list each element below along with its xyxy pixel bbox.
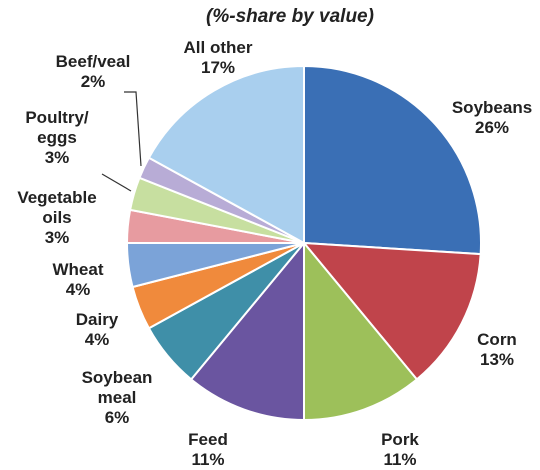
slice-label: Beef/veal 2% [38, 52, 148, 92]
chart-subtitle: (%-share by value) [206, 6, 374, 27]
value-label: 11% [383, 450, 417, 469]
slice-label: All other 17% [163, 38, 273, 78]
value-label: 11% [191, 450, 225, 469]
value-label: 6% [104, 408, 130, 427]
leader-line [101, 173, 132, 192]
slice-label: Pork 11% [345, 430, 455, 470]
slice [301, 241, 482, 381]
category-label: Dairy [75, 310, 119, 329]
category-label: Vegetable oils [17, 188, 97, 227]
slice-label: Soybeans 26% [437, 98, 540, 138]
leader-line [124, 91, 142, 167]
slices [125, 64, 482, 422]
slice-label: Corn 13% [442, 330, 540, 370]
value-label: 17% [200, 58, 236, 77]
category-label: Corn [477, 330, 517, 349]
slice-label: Feed 11% [153, 430, 263, 470]
category-label: Wheat [52, 260, 104, 279]
slice-label: Vegetable oils 3% [12, 188, 102, 248]
value-label: 4% [84, 330, 110, 349]
value-label: 4% [65, 280, 91, 299]
slice-label: Soybean meal 6% [77, 368, 157, 428]
category-label: Feed [188, 430, 228, 449]
slice [189, 240, 305, 422]
slice [147, 64, 305, 245]
category-label: Beef/veal [55, 52, 131, 71]
category-label: Poultry/ eggs [25, 108, 89, 147]
category-label: Pork [381, 430, 419, 449]
slice [303, 64, 482, 256]
value-label: 26% [474, 118, 510, 137]
slice-label: Poultry/ eggs 3% [12, 108, 102, 168]
category-label: Soybean meal [81, 368, 153, 407]
category-label: All other [183, 38, 253, 57]
slice-label: Wheat 4% [23, 260, 133, 300]
value-label: 2% [80, 72, 106, 91]
category-label: Soybeans [451, 98, 533, 117]
slice-label: Dairy 4% [42, 310, 152, 350]
value-label: 3% [44, 228, 70, 247]
slice [303, 240, 419, 422]
value-label: 3% [44, 148, 70, 167]
value-label: 13% [479, 350, 515, 369]
